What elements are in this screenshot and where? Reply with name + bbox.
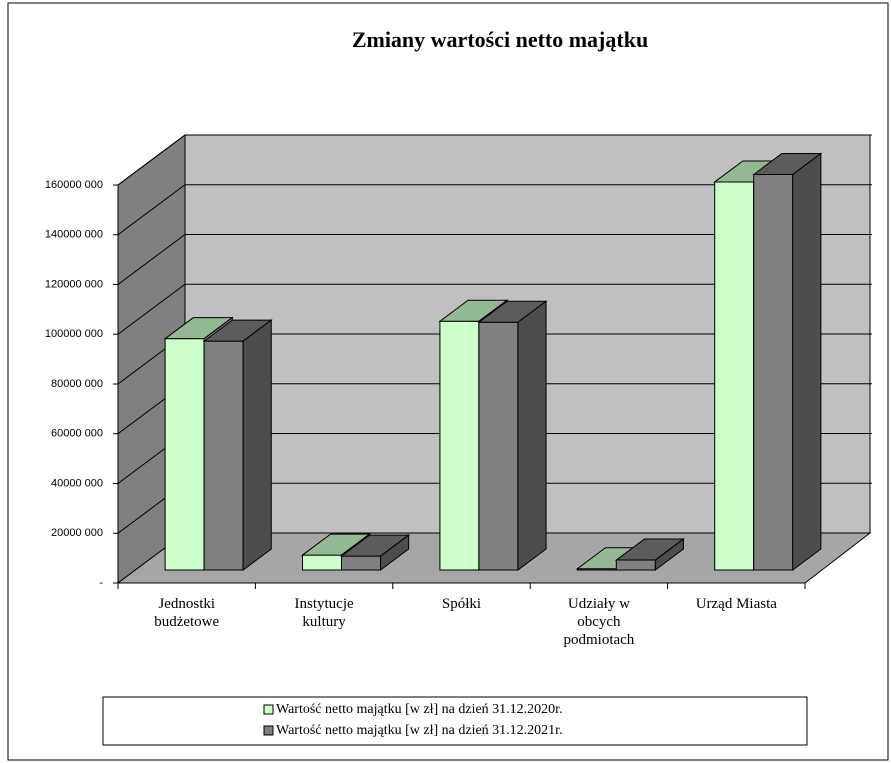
bar — [615, 559, 656, 571]
x-tick-label: Urząd Miasta — [696, 596, 778, 612]
bar — [302, 554, 343, 571]
grid-line — [117, 134, 186, 186]
legend-marker — [263, 725, 274, 736]
y-tick-label: 80000 000 — [51, 378, 103, 390]
y-tick-label: 140000 000 — [45, 229, 103, 241]
bar — [478, 321, 519, 571]
x-tick-label: Spółki — [442, 596, 481, 612]
bar-side — [380, 534, 410, 571]
x-tick-label: Instytucje kultury — [295, 596, 354, 630]
grid-line — [117, 283, 186, 335]
bar — [203, 340, 244, 571]
bar — [164, 338, 205, 571]
bar-side — [517, 300, 547, 571]
y-tick-label: 120000 000 — [45, 278, 103, 290]
y-tick-label: 20000 000 — [51, 527, 103, 539]
legend-label: Wartość netto majątku [w zł] na dzień 31… — [276, 723, 563, 738]
legend — [102, 696, 808, 746]
bar — [714, 181, 755, 571]
y-tick-label: - — [99, 577, 103, 589]
bar-side — [792, 152, 822, 571]
bar — [439, 320, 480, 571]
x-tick-label: Jednostki budżetowe — [154, 596, 219, 630]
grid-line — [117, 184, 186, 236]
bar-side — [654, 538, 684, 571]
bar-side — [242, 319, 272, 571]
y-tick-label: 100000 000 — [45, 328, 103, 340]
y-tick-label: 40000 000 — [51, 477, 103, 489]
x-tick-label: Udziały w obcych podmiotach — [563, 596, 634, 648]
grid-line — [117, 234, 186, 285]
legend-marker — [263, 704, 274, 715]
y-tick-label: 60000 000 — [51, 428, 103, 440]
legend-label: Wartość netto majątku [w zł] na dzień 31… — [276, 702, 563, 717]
y-tick-label: 160000 000 — [45, 179, 103, 191]
chart-title: Zmiany wartości netto majątku — [352, 27, 648, 52]
bar — [753, 173, 794, 571]
bar — [341, 555, 382, 571]
